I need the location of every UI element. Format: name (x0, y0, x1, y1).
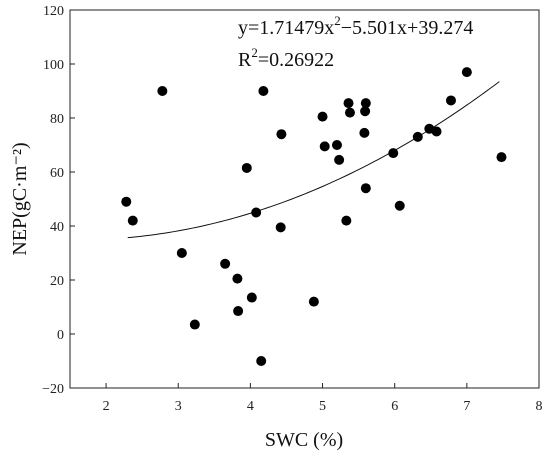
y-tick-label: 20 (50, 274, 64, 289)
data-point (246, 292, 257, 303)
data-point (251, 207, 262, 218)
y-tick-label: 40 (50, 220, 64, 235)
data-point (232, 273, 243, 284)
x-tick-label: 5 (319, 399, 326, 414)
x-tick-label: 6 (391, 399, 398, 414)
axis-ticks: 2 3 4 5 6 7 8 −20 0 20 40 60 80 100 120 (42, 4, 542, 414)
r2-main: R (238, 49, 252, 71)
y-axis-title: NEP(gC·m⁻²) (9, 142, 31, 255)
plot-frame (69, 9, 540, 389)
r-squared-annotation: R2=0.26922 (238, 45, 334, 71)
data-point (319, 141, 330, 152)
y-tick-label: 80 (50, 112, 64, 127)
data-point (341, 215, 352, 226)
data-point (388, 148, 399, 159)
data-point (276, 129, 287, 140)
equation-superscript: 2 (334, 13, 341, 28)
data-point (308, 296, 319, 307)
data-point (331, 140, 342, 150)
y-tick-label: −20 (42, 382, 64, 397)
y-tick-label: 120 (43, 4, 64, 19)
data-point (431, 126, 442, 137)
data-point (275, 222, 286, 233)
equation-main: y=1.71479x (238, 17, 334, 39)
x-tick-label: 2 (103, 399, 110, 414)
data-point (343, 98, 354, 109)
fit-curve (127, 81, 500, 239)
equation-annotation: y=1.71479x2−5.501x+39.274 (238, 13, 473, 39)
equation-rest: −5.501x+39.274 (341, 17, 474, 39)
x-tick-label: 7 (463, 399, 470, 414)
data-point (360, 106, 371, 117)
data-point (445, 95, 456, 106)
data-point (127, 215, 138, 226)
data-point (334, 154, 345, 165)
x-axis-title: SWC (%) (265, 429, 343, 451)
r2-superscript: 2 (251, 45, 258, 60)
data-point (360, 98, 371, 109)
data-point (317, 111, 328, 122)
data-point (461, 67, 472, 78)
data-point (189, 319, 200, 330)
data-point (157, 86, 168, 96)
data-point (241, 162, 252, 173)
data-point (233, 306, 244, 317)
data-point (258, 86, 269, 96)
x-tick-label: 8 (536, 399, 543, 414)
data-points (121, 67, 507, 366)
data-point (220, 258, 231, 269)
data-point (121, 196, 132, 207)
data-point (394, 200, 405, 211)
x-tick-label: 3 (175, 399, 182, 414)
data-point (360, 183, 371, 194)
data-point (256, 356, 267, 366)
r2-rest: =0.26922 (258, 49, 334, 71)
y-tick-label: 100 (43, 58, 64, 73)
data-point (412, 131, 423, 142)
data-point (344, 107, 355, 118)
fit-curve-group (127, 81, 500, 239)
data-point (496, 152, 507, 163)
y-tick-label: 0 (57, 328, 64, 343)
x-tick-label: 4 (247, 399, 254, 414)
data-point (359, 127, 370, 138)
y-tick-label: 60 (50, 166, 64, 181)
data-point (176, 248, 187, 258)
